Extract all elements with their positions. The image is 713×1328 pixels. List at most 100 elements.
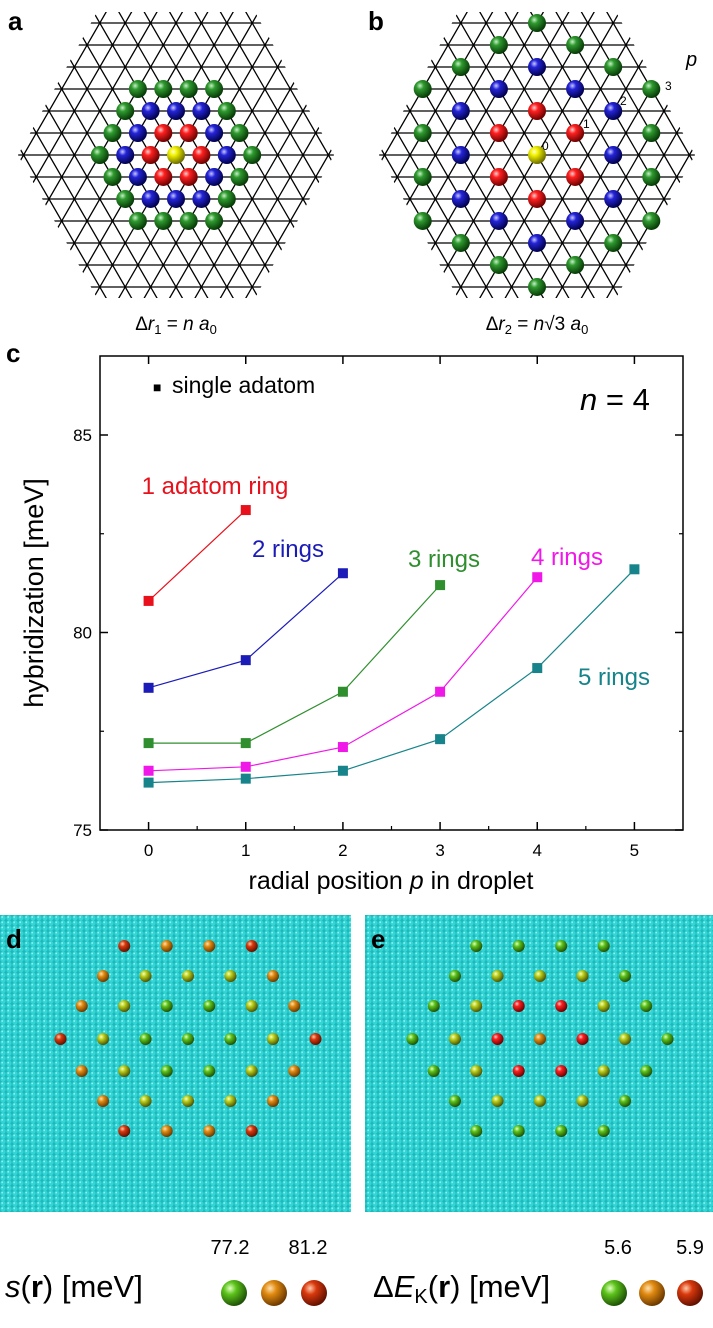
adatom-ring-3: [90, 146, 109, 164]
adatom: [449, 1033, 461, 1045]
adatom: [182, 1033, 194, 1045]
adatom-ring-3: [116, 102, 135, 121]
adatom-ring-2: [205, 167, 224, 186]
panel-b-label: b: [368, 6, 384, 36]
legend-text: single adatom: [172, 372, 315, 398]
adatom: [203, 1125, 216, 1137]
adatom-ring-2: [528, 58, 546, 77]
adatom: [640, 1065, 653, 1077]
lattice-line: [688, 12, 695, 201]
adatom: [512, 1065, 525, 1077]
adatom-ring-3: [205, 211, 224, 230]
adatom: [203, 940, 216, 952]
adatom-ring-3: [642, 211, 661, 230]
adatom: [427, 1000, 440, 1012]
lattice-line: [0, 0, 5, 189]
adatom-ring-2: [489, 211, 508, 230]
adatom: [406, 1033, 419, 1045]
chart-axes: 0 1 2 3 4 5 75 80 85: [73, 356, 683, 860]
series-label: 5 rings: [578, 664, 650, 691]
adatom-ring-2: [451, 189, 470, 208]
adatom: [309, 1033, 322, 1045]
lattice-line: [18, 76, 83, 298]
data-point: [143, 765, 154, 776]
x-tick-label: 3: [435, 841, 444, 860]
lattice-line: [379, 12, 558, 298]
adatom-ring-1: [489, 167, 508, 186]
adatom-ring-3: [103, 124, 122, 143]
panel-e-scale-mid-swatch: [639, 1280, 665, 1306]
y-tick-label: 75: [73, 821, 92, 840]
x-tick-label: 0: [144, 841, 153, 860]
adatom: [245, 1125, 258, 1137]
data-point: [435, 734, 446, 745]
adatom: [449, 1095, 461, 1107]
adatom-ring-3: [230, 167, 249, 186]
series-line: [148, 568, 635, 784]
adatom: [224, 1095, 237, 1107]
ring-number-2: 2: [620, 94, 627, 108]
panel-d-scale-high-swatch: [301, 1280, 327, 1306]
series-label: 1 adatom ring: [142, 473, 289, 500]
adatom-ring-3: [154, 211, 173, 230]
panel-d-scale-mid-swatch: [261, 1280, 287, 1306]
adatom-ring-2: [604, 102, 623, 121]
lattice-line: [516, 12, 695, 298]
lattice-line: [18, 12, 197, 298]
adatom: [470, 1000, 483, 1012]
lattice-line: [155, 12, 334, 298]
adatom-ring-3: [413, 211, 432, 230]
adatom-ring-3: [179, 211, 198, 230]
adatom-ring-3: [128, 80, 147, 99]
adatom-ring-3: [243, 146, 262, 164]
adatom-ring-1: [154, 167, 173, 186]
adatom: [245, 940, 258, 952]
adatom: [576, 1095, 589, 1107]
adatom-ring-3: [116, 189, 135, 208]
adatom-ring-2: [566, 211, 585, 230]
data-point: [240, 761, 251, 772]
lattice-line: [630, 12, 695, 234]
data-point: [337, 686, 348, 697]
adatom-ring-1: [528, 189, 546, 208]
panel-e: e: [365, 915, 713, 1212]
lattice-line: [22, 12, 254, 298]
adatom: [470, 1125, 483, 1137]
adatom: [160, 1065, 173, 1077]
panel-e-substrate: [365, 915, 713, 1212]
series-5: 5 rings: [143, 564, 650, 788]
panel-d-scale-low-swatch: [221, 1280, 247, 1306]
adatom-ring-3: [413, 167, 432, 186]
lattice-line: [688, 109, 695, 298]
lattice-line: [611, 12, 695, 245]
adatom-ring-1: [489, 124, 508, 143]
panel-a-adatoms: [90, 80, 262, 230]
series-1: 1 adatom ring: [142, 473, 289, 606]
adatom: [267, 1033, 279, 1045]
adatom: [75, 1065, 88, 1077]
adatom: [449, 970, 461, 982]
data-point: [337, 765, 348, 776]
lattice-line: [440, 12, 672, 298]
adatom-ring-3: [103, 167, 122, 186]
lattice-line: [708, 121, 713, 519]
data-point: [240, 738, 251, 749]
adatom: [512, 1000, 525, 1012]
adatom-ring-2: [128, 167, 147, 186]
adatom: [555, 1065, 568, 1077]
adatom-ring-2: [141, 102, 160, 121]
adatom-ring-3: [566, 36, 585, 55]
adatom-ring-3: [528, 277, 546, 296]
adatom: [597, 1065, 610, 1077]
adatom-ring-2: [604, 189, 623, 208]
adatom-ring-3: [489, 255, 508, 274]
panel-a-label: a: [8, 6, 23, 36]
adatom: [619, 970, 631, 982]
panel-d-scale-label: s(r) [meV]: [5, 1269, 143, 1304]
adatom-ring-2: [205, 124, 224, 143]
lattice-line: [174, 21, 334, 298]
data-point: [240, 505, 251, 516]
adatom-ring-3: [604, 58, 623, 77]
data-point: [532, 572, 543, 583]
adatom: [288, 1065, 301, 1077]
